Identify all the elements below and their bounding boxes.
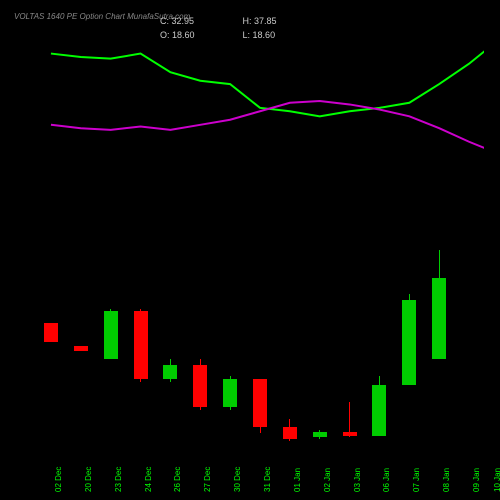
candle-body: [134, 311, 148, 379]
x-axis: 02 Dec 20 Dec 23 Dec 24 Dec 26 Dec 27 Dec 30 D…: [36, 464, 484, 500]
candle-body: [372, 385, 386, 436]
close-value: 32.95: [172, 16, 195, 26]
candle-body: [223, 379, 237, 407]
x-axis-label: 23 Dec: [114, 467, 123, 492]
x-axis-label: 03 Jan: [353, 468, 362, 492]
plot-area: [36, 40, 484, 464]
indicator-line-2: [51, 101, 484, 150]
x-axis-label: 01 Jan: [293, 468, 302, 492]
candle-body: [313, 432, 327, 437]
ohlc-readout: C: 32.95 H: 37.85 O: 18.60 L: 18.60: [160, 14, 323, 42]
x-axis-label: 24 Dec: [144, 467, 153, 492]
candle-body: [104, 311, 118, 359]
candle-body: [432, 278, 446, 359]
candle-body: [163, 365, 177, 379]
x-axis-label: 02 Dec: [54, 467, 63, 492]
high-label: H:: [243, 16, 252, 26]
low-value: 18.60: [253, 30, 276, 40]
candle-body: [283, 427, 297, 438]
open-value: 18.60: [172, 30, 195, 40]
candle-body: [343, 432, 357, 435]
x-axis-label: 31 Dec: [263, 467, 272, 492]
open-label: O:: [160, 30, 170, 40]
x-axis-label: 27 Dec: [203, 467, 212, 492]
x-axis-label: 10 Jan: [493, 468, 500, 492]
x-axis-label: 06 Jan: [382, 468, 391, 492]
candle-body: [193, 365, 207, 407]
x-axis-label: 26 Dec: [173, 467, 182, 492]
x-axis-label: 30 Dec: [233, 467, 242, 492]
close-label: C:: [160, 16, 169, 26]
x-axis-label: 20 Dec: [84, 467, 93, 492]
candle-body: [402, 300, 416, 385]
x-axis-label: 07 Jan: [412, 468, 421, 492]
low-label: L:: [243, 30, 251, 40]
chart-root: VOLTAS 1640 PE Option Chart MunafaSutra.…: [0, 0, 500, 500]
candle-body: [44, 323, 58, 343]
high-value: 37.85: [254, 16, 277, 26]
candle-body: [74, 346, 88, 352]
x-axis-label: 09 Jan: [472, 468, 481, 492]
x-axis-label: 08 Jan: [442, 468, 451, 492]
candle-body: [253, 379, 267, 427]
x-axis-label: 02 Jan: [323, 468, 332, 492]
indicator-line-1: [51, 47, 484, 117]
